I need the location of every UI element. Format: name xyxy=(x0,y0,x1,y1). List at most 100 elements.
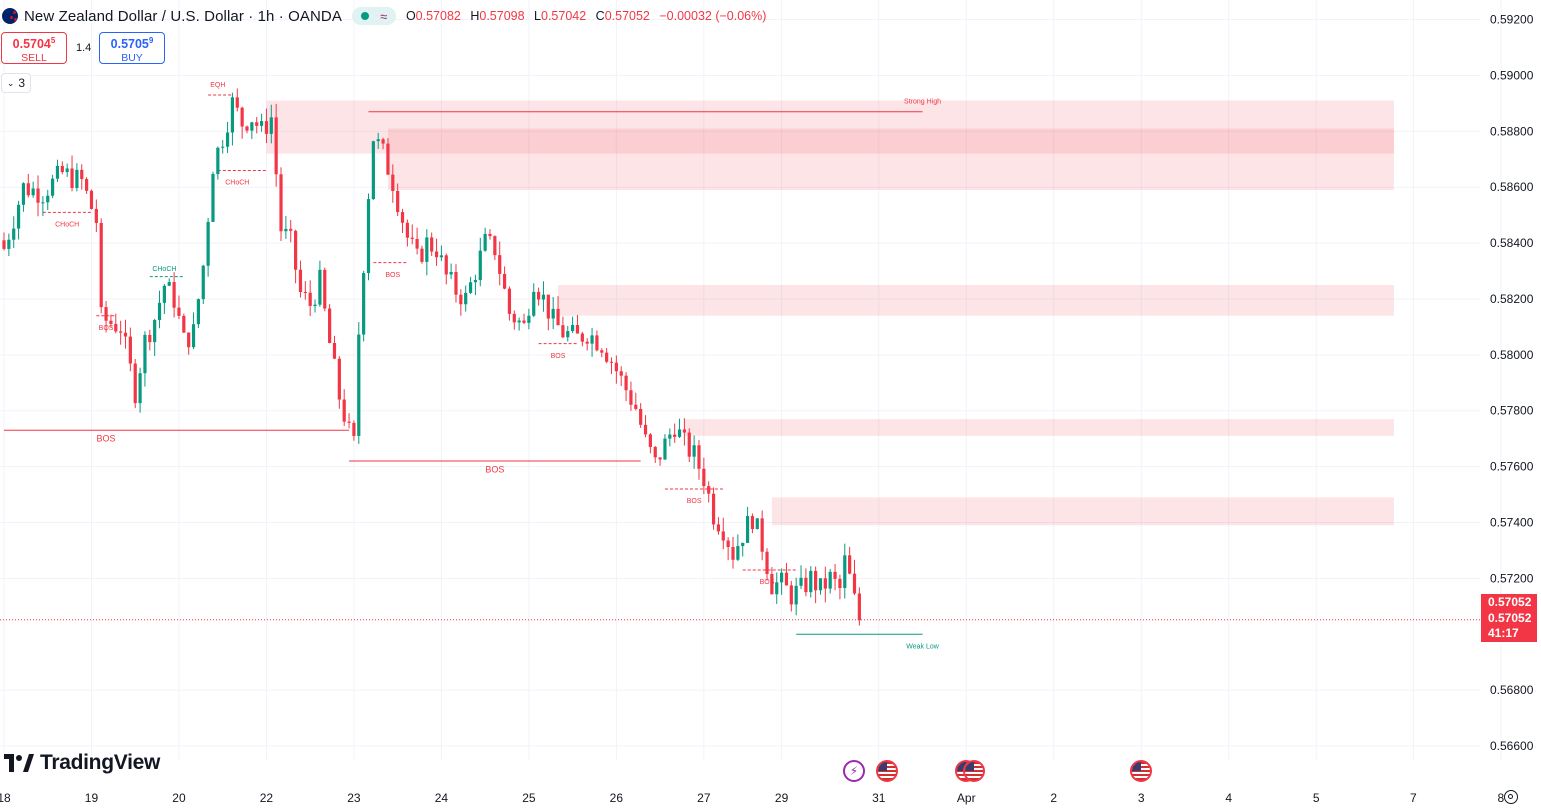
low-value: 0.57042 xyxy=(541,9,587,23)
candle-body xyxy=(332,342,337,359)
settings-gear-icon[interactable] xyxy=(1504,790,1518,804)
candle-body xyxy=(191,324,196,348)
candle-body xyxy=(561,325,565,338)
candle-body xyxy=(624,375,628,391)
supply-zone xyxy=(266,100,1394,154)
candle-body xyxy=(605,352,609,362)
structure-label: Strong High xyxy=(904,99,941,106)
price-tick-label: 0.57600 xyxy=(1490,460,1534,474)
indicators-toggle-button[interactable]: ⌄ 3 xyxy=(1,73,31,93)
candle-body xyxy=(119,331,123,333)
candle-body xyxy=(250,122,254,131)
candle-body xyxy=(493,236,497,256)
candle-body xyxy=(182,315,186,333)
time-tick-label: 4 xyxy=(1225,791,1232,805)
buy-price: 0.57059 xyxy=(110,36,154,52)
candle-body xyxy=(658,457,662,460)
candle-body xyxy=(468,282,473,293)
candle-body xyxy=(114,323,118,332)
time-tick-label: 31 xyxy=(872,791,886,805)
candle-body xyxy=(225,132,230,147)
candle-body xyxy=(668,434,672,439)
candle-body xyxy=(692,445,696,457)
candle-body xyxy=(473,280,478,283)
market-open-dot-icon xyxy=(360,12,369,20)
candle-body xyxy=(852,573,857,594)
candle-body xyxy=(634,404,638,409)
candle-body xyxy=(211,173,215,222)
high-label: H xyxy=(470,9,480,23)
candle-body xyxy=(818,578,823,591)
candle-body xyxy=(595,335,599,351)
candle-body xyxy=(643,424,648,435)
price-tick-label: 0.59000 xyxy=(1490,68,1534,82)
candle-body xyxy=(167,282,171,286)
candle-body xyxy=(804,577,808,593)
tradingview-logo[interactable]: TradingView xyxy=(4,751,160,775)
us-event-flag-icon[interactable] xyxy=(963,760,985,782)
candle-body xyxy=(187,332,191,348)
chevron-down-icon: ⌄ xyxy=(6,77,15,88)
candle-body xyxy=(347,421,351,423)
candle-body xyxy=(230,97,235,133)
candle-body xyxy=(196,299,200,325)
candle-body xyxy=(70,168,74,188)
structure-label: BOS xyxy=(760,579,775,586)
structure-label: Weak Low xyxy=(906,643,939,650)
candle-body xyxy=(507,288,512,314)
us-event-flag-icon[interactable] xyxy=(876,760,898,782)
candle-body xyxy=(41,202,45,204)
nzd-flag-icon xyxy=(2,8,18,24)
candle-body xyxy=(46,195,50,203)
time-tick-label: 3 xyxy=(1138,791,1145,805)
candle-body xyxy=(36,188,40,203)
candle-body xyxy=(828,571,832,589)
candle-body xyxy=(386,143,390,175)
price-tick-label: 0.57200 xyxy=(1490,571,1534,585)
us-event-flag-icon[interactable] xyxy=(1130,760,1152,782)
price-axis[interactable]: 0.59200 0.59000 0.58800 0.58600 0.58400 0.582… xyxy=(1490,13,1534,753)
candle-body xyxy=(235,97,239,108)
candle-body xyxy=(663,438,667,460)
candle-body xyxy=(75,169,79,188)
time-tick-label: Apr xyxy=(957,791,976,805)
candle-body xyxy=(400,212,405,223)
candle-body xyxy=(352,422,356,436)
candle-body xyxy=(410,237,414,239)
structure-label: BOS xyxy=(687,498,702,505)
supply-zones xyxy=(266,100,1394,526)
candle-body xyxy=(780,572,784,583)
sell-price: 0.57045 xyxy=(12,36,56,52)
candle-body xyxy=(303,292,307,294)
candle-body xyxy=(148,334,152,343)
sell-button[interactable]: 0.57045 SELL xyxy=(1,32,67,64)
market-status-pill[interactable]: ≈ xyxy=(351,7,396,25)
candle-body xyxy=(770,573,774,595)
lightning-event-icon[interactable]: ⚡ xyxy=(843,760,865,782)
buy-label: BUY xyxy=(121,52,143,65)
candle-body xyxy=(109,320,113,324)
candle-body xyxy=(716,524,721,532)
supply-zone xyxy=(387,128,1394,190)
candle-body xyxy=(434,251,439,258)
candle-body xyxy=(313,304,317,306)
candle-body xyxy=(648,434,652,447)
last-price-tag: 0.57052 xyxy=(1481,594,1537,611)
candle-body xyxy=(255,122,259,126)
candle-body xyxy=(745,516,750,543)
candle-body xyxy=(794,585,798,605)
candle-body xyxy=(580,333,584,342)
candle-body xyxy=(566,331,570,338)
candle-body xyxy=(405,222,409,238)
candle-body xyxy=(381,139,385,144)
price-tick-label: 0.59200 xyxy=(1490,13,1534,27)
time-axis[interactable]: 1819202223242526272931Apr2345789 xyxy=(0,791,1541,805)
symbol-title[interactable]: New Zealand Dollar / U.S. Dollar · 1h · … xyxy=(24,7,342,25)
candle-body xyxy=(639,408,643,425)
candle-body xyxy=(430,237,434,252)
chart-header: New Zealand Dollar / U.S. Dollar · 1h · … xyxy=(0,0,772,32)
candle-body xyxy=(371,141,375,200)
buy-button[interactable]: 0.57059 BUY xyxy=(99,32,165,64)
sell-label: SELL xyxy=(21,52,47,65)
